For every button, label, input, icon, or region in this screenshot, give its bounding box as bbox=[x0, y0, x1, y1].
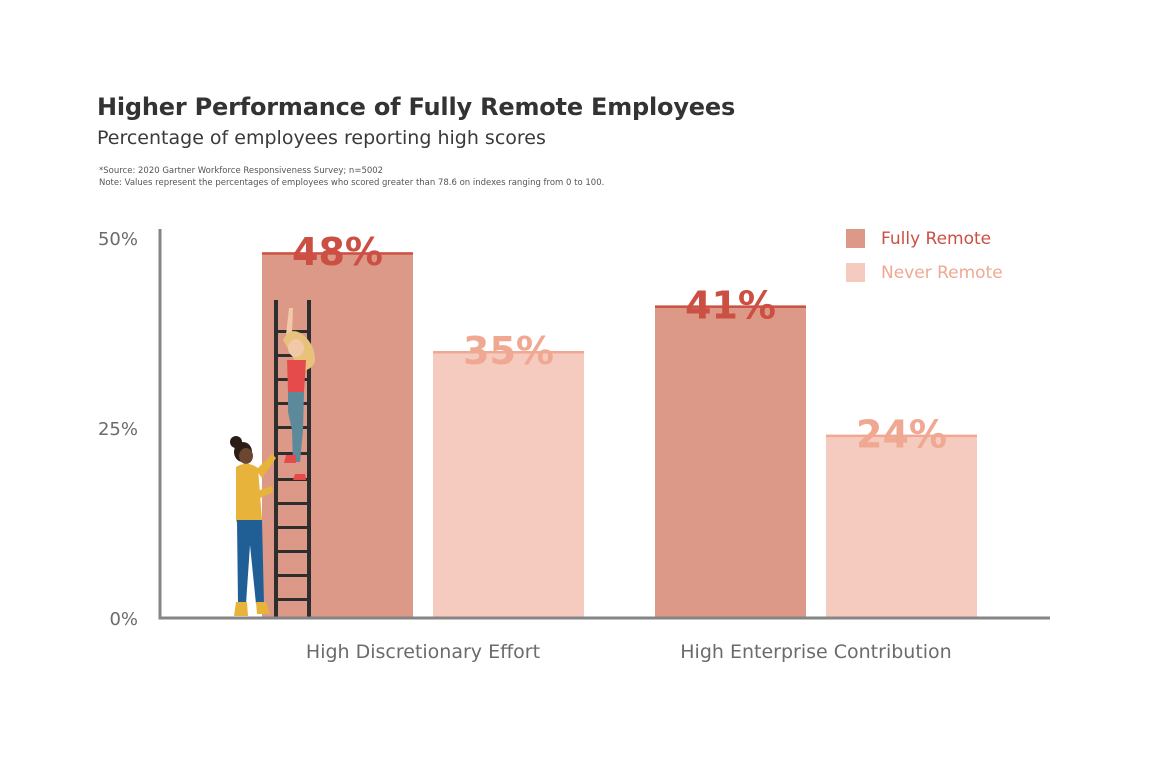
bar-fully-remote-discretionary-effort bbox=[262, 253, 413, 618]
axes-layer bbox=[158, 229, 1050, 620]
legend: Fully Remote Never Remote bbox=[846, 229, 1003, 283]
legend-swatch-fully-remote bbox=[846, 229, 865, 248]
bar-never-remote-enterprise-contribution bbox=[826, 435, 977, 618]
legend-label-never-remote: Never Remote bbox=[881, 263, 1003, 283]
category-label-discretionary-effort: High Discretionary Effort bbox=[306, 641, 540, 663]
bar-top-line-fully-remote-enterprise-contribution bbox=[655, 305, 806, 308]
bar-never-remote-discretionary-effort bbox=[433, 352, 584, 618]
values-note: Note: Values represent the percentages o… bbox=[99, 178, 605, 188]
value-label-fully-remote-enterprise-contribution: 41% bbox=[685, 283, 776, 327]
bar-fully-remote-enterprise-contribution bbox=[655, 306, 806, 618]
bar-top-line-fully-remote-discretionary-effort bbox=[262, 252, 413, 255]
y-tick-label-50: 50% bbox=[98, 229, 138, 250]
value-label-never-remote-enterprise-contribution: 24% bbox=[856, 413, 947, 457]
legend-swatch-never-remote bbox=[846, 263, 865, 282]
category-label-enterprise-contribution: High Enterprise Contribution bbox=[680, 641, 951, 663]
y-tick-label-0: 0% bbox=[109, 609, 138, 630]
bar-top-line-never-remote-discretionary-effort bbox=[433, 351, 584, 354]
bar-top-line-never-remote-enterprise-contribution bbox=[826, 434, 977, 438]
value-label-never-remote-discretionary-effort: 35% bbox=[463, 329, 554, 373]
y-tick-label-25: 25% bbox=[98, 419, 138, 440]
ladder-illustration bbox=[230, 300, 316, 618]
labels-layer: 48% 35% High Discretionary Effort 41% 24% Hig… bbox=[98, 229, 952, 663]
source-note: *Source: 2020 Gartner Workforce Responsi… bbox=[99, 166, 384, 176]
bars-layer bbox=[262, 252, 977, 618]
value-label-fully-remote-discretionary-effort: 48% bbox=[292, 230, 383, 274]
chart-title: Higher Performance of Fully Remote Emplo… bbox=[97, 93, 736, 121]
chart-subtitle: Percentage of employees reporting high s… bbox=[97, 127, 546, 149]
legend-label-fully-remote: Fully Remote bbox=[881, 229, 991, 249]
